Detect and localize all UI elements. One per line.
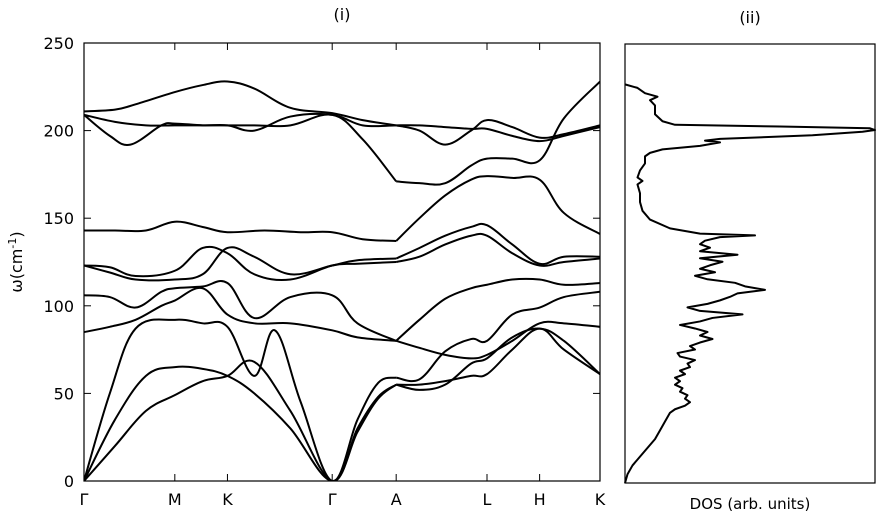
band-line — [84, 359, 397, 481]
band-line — [84, 318, 397, 481]
band-line — [395, 290, 600, 383]
band-line — [395, 222, 600, 266]
y-tick-label: 200 — [43, 122, 74, 141]
band-line — [396, 124, 600, 143]
x-tick-label: K — [595, 490, 606, 509]
band-plot-frame — [83, 42, 601, 482]
band-line — [84, 245, 397, 282]
band-line — [396, 327, 600, 386]
band-line — [84, 112, 397, 147]
band-line — [84, 80, 397, 127]
x-tick-label: Γ — [80, 490, 89, 509]
y-tick-label: 250 — [43, 34, 74, 53]
x-tick-label: H — [534, 490, 546, 509]
band-line — [395, 327, 600, 391]
band-line — [395, 119, 600, 146]
dos-line — [624, 83, 876, 484]
band-ticks: 0 50 100 150 200 250 Γ M K Γ A L H K — [43, 34, 605, 509]
x-tick-label: M — [168, 490, 182, 509]
band-line — [84, 220, 397, 242]
x-tick-label: K — [222, 490, 233, 509]
dos-lines — [624, 83, 876, 484]
band-line — [84, 365, 397, 481]
band-line — [396, 80, 600, 186]
dos-panel: (ii) DOS (arb. units) — [624, 8, 876, 513]
band-line — [395, 232, 600, 267]
band-line — [84, 280, 397, 342]
band-lines — [84, 80, 600, 481]
panel-ii-title: (ii) — [739, 8, 760, 27]
x-tick-label: A — [391, 490, 402, 509]
y-tick-label: 100 — [43, 297, 74, 316]
panel-i-title: (i) — [334, 5, 351, 24]
dos-plot-frame — [624, 43, 876, 484]
band-line — [84, 113, 397, 183]
dos-x-label: DOS (arb. units) — [690, 495, 811, 513]
x-tick-label: L — [483, 490, 492, 509]
band-line — [395, 277, 600, 342]
x-tick-label: Γ — [328, 490, 337, 509]
y-axis-label: ω(cm-1) — [6, 231, 26, 292]
band-line — [84, 246, 397, 282]
y-tick-label: 150 — [43, 209, 74, 228]
band-line — [395, 175, 600, 242]
band-line — [395, 320, 600, 360]
band-structure-panel: (i) ω(cm-1) 0 50 100 150 200 250 Γ M K Γ A L H K — [6, 5, 606, 509]
y-tick-label: 50 — [54, 384, 74, 403]
y-tick-label: 0 — [64, 472, 74, 491]
band-line — [84, 286, 397, 342]
